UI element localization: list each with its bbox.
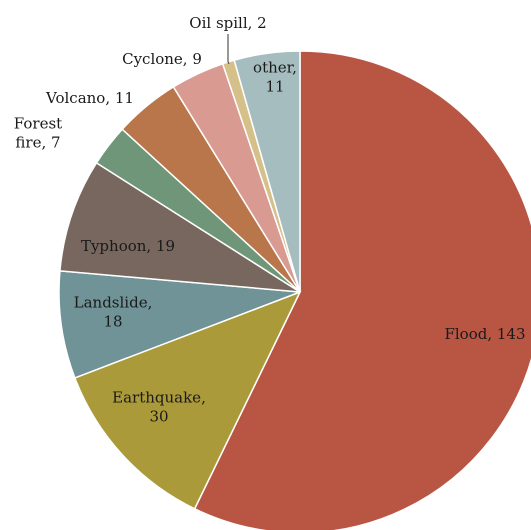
- oil-spill-leader-line: [227, 34, 230, 65]
- data-label-oil-spill: Oil spill, 2: [189, 14, 266, 32]
- pie-slice-flood: [193, 50, 531, 530]
- data-label-landslide: Landslide, 18: [74, 294, 153, 331]
- pie-slice-earthquake: [73, 290, 302, 510]
- data-label-volcano: Volcano, 11: [45, 89, 134, 107]
- pie-slice-landslide: [58, 270, 301, 379]
- data-label-forest-fire: Forest fire, 7: [14, 115, 62, 152]
- data-label-cyclone: Cyclone, 9: [122, 50, 202, 68]
- pie-slice-typhoon: [59, 161, 301, 293]
- data-label-typhoon: Typhoon, 19: [81, 237, 175, 255]
- data-label-earthquake: Earthquake, 30: [112, 389, 206, 426]
- data-label-flood: Flood, 143: [444, 325, 525, 343]
- data-label-other: other, 11: [253, 59, 297, 96]
- pie-slice-other: [233, 50, 301, 293]
